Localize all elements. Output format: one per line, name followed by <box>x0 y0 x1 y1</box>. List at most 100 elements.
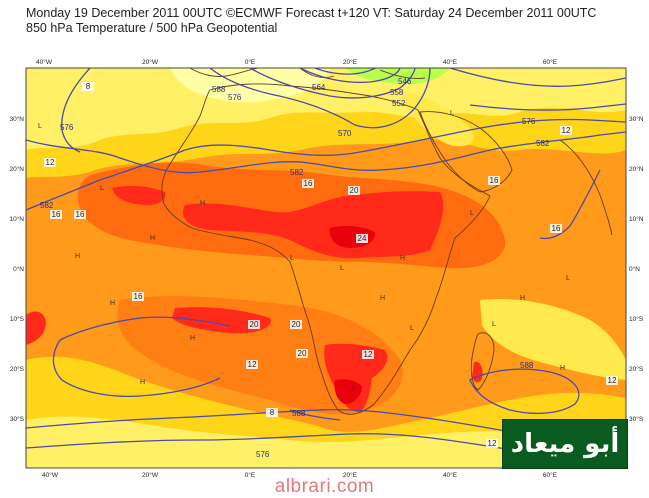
lon-bottom-label: 40°E <box>443 471 458 479</box>
geo-label: 552 <box>392 99 406 108</box>
low-marker: L <box>450 110 454 117</box>
temp-label: 16 <box>488 176 500 185</box>
lon-bottom-label: 0°E <box>245 471 256 479</box>
lon-top-label: 20°E <box>343 58 358 66</box>
geo-label: 588 <box>212 85 226 94</box>
temp-label-text: 12 <box>248 360 257 369</box>
geo-line-16 <box>289 409 341 421</box>
lon-bottom-label: 40°W <box>42 471 59 479</box>
lon-top-label: 60°E <box>543 58 558 66</box>
temp-label: 20 <box>248 320 260 329</box>
temp-label: 12 <box>486 439 498 448</box>
lon-bottom-label: 60°E <box>543 471 558 479</box>
high-marker: H <box>400 255 405 262</box>
geo-label: 582 <box>40 201 54 210</box>
high-marker: H <box>380 295 385 302</box>
temperature-labels: 8 12 16 16 16 20 24 16 20 20 20 12 12 16… <box>44 82 618 448</box>
temp-label: 20 <box>296 349 308 358</box>
low-marker: L <box>410 325 414 332</box>
high-marker: H <box>520 295 525 302</box>
temp-zone-north-coolest <box>170 68 330 103</box>
coast-arabia <box>419 111 513 193</box>
lon-top-label: 40°W <box>36 58 53 66</box>
low-marker: L <box>470 210 474 217</box>
geo-line-9 <box>469 103 626 111</box>
geo-line-8 <box>449 68 626 87</box>
lat-left-label: 10°S <box>10 315 25 323</box>
lon-axis-bottom: 40°W 20°W 0°E 20°E 40°E 60°E <box>42 471 558 479</box>
site-watermark: albrari.com <box>274 476 375 497</box>
temp-label-text: 20 <box>250 320 259 329</box>
temp-zone-madagascar-hot <box>472 361 483 383</box>
temp-zone-hot-sahel <box>182 191 444 259</box>
lat-left-label: 0°N <box>13 265 24 273</box>
temp-label: 16 <box>74 210 86 219</box>
forecast-title: Monday 19 December 2011 00UTC ©ECMWF For… <box>26 6 597 20</box>
geo-line-6 <box>299 68 401 84</box>
lon-bottom-label: 20°E <box>343 471 358 479</box>
geo-line-13 <box>469 368 580 414</box>
temp-label-text: 8 <box>270 408 275 417</box>
temp-label: 12 <box>560 126 572 135</box>
lat-left-label: 30°N <box>9 115 24 123</box>
temp-label: 12 <box>362 350 374 359</box>
temp-zone-south-mild <box>26 416 626 468</box>
lat-axis-right: 30°N 20°N 10°N 0°N 10°S 20°S 30°S <box>629 115 644 423</box>
high-marker: H <box>140 379 145 386</box>
geo-line-2 <box>26 118 626 211</box>
temp-label-text: 12 <box>562 126 571 135</box>
geo-line-11 <box>59 316 231 341</box>
geo-label: 582 <box>290 168 304 177</box>
temp-label-text: 12 <box>608 376 617 385</box>
high-marker: H <box>150 235 155 242</box>
coast-india <box>559 139 613 236</box>
temp-label-text: 16 <box>52 210 61 219</box>
temp-label-text: 24 <box>358 234 367 243</box>
geo-line-12 <box>52 339 221 398</box>
geopotential-labels: 576 582 576 582 588 564 570 558 552 546 … <box>40 77 550 459</box>
lon-axis-top: 40°W 20°W 0°E 20°E 40°E 60°E <box>36 58 558 66</box>
geo-line-10 <box>539 169 601 240</box>
temp-label-text: 20 <box>350 186 359 195</box>
temp-zone-ocean-south <box>480 299 626 380</box>
geo-label: 576 <box>522 117 536 126</box>
temp-label: 12 <box>246 360 258 369</box>
low-marker: L <box>492 321 496 328</box>
geo-label: 546 <box>398 77 412 86</box>
temp-zone-north-cool <box>26 68 626 150</box>
temp-label-text: 20 <box>292 320 301 329</box>
geo-label: 558 <box>390 88 404 97</box>
geo-line-5 <box>249 68 416 99</box>
brand-text: أبو ميعاد <box>510 429 620 459</box>
lon-top-label: 20°W <box>142 58 159 66</box>
lat-right-label: 30°N <box>629 115 644 123</box>
lon-top-label: 0°E <box>245 58 256 66</box>
lon-top-label: 40°E <box>443 58 458 66</box>
low-marker: L <box>290 255 294 262</box>
temp-label: 8 <box>82 82 94 91</box>
map-frame <box>25 67 627 469</box>
lat-right-label: 30°S <box>629 415 644 423</box>
temp-label-text: 12 <box>46 158 55 167</box>
lat-left-label: 20°N <box>9 165 24 173</box>
map-header: Monday 19 December 2011 00UTC ©ECMWF For… <box>26 6 636 36</box>
geo-label: 588 <box>520 361 534 370</box>
temp-label: 20 <box>348 186 360 195</box>
lat-right-label: 10°S <box>629 315 644 323</box>
temp-label-text: 16 <box>490 176 499 185</box>
high-marker: H <box>560 365 565 372</box>
lat-left-label: 20°S <box>10 365 25 373</box>
geo-label: 582 <box>536 139 550 148</box>
temp-label: 20 <box>290 320 302 329</box>
low-marker: L <box>566 275 570 282</box>
high-marker: H <box>75 253 80 260</box>
temp-label-text: 8 <box>86 82 91 91</box>
temp-label-text: 16 <box>76 210 85 219</box>
temp-label: 12 <box>44 158 56 167</box>
temp-label: 16 <box>550 224 562 233</box>
coast-africa <box>161 83 491 415</box>
high-marker: H <box>190 335 195 342</box>
low-marker: L <box>38 123 42 130</box>
temp-label: 24 <box>356 234 368 243</box>
